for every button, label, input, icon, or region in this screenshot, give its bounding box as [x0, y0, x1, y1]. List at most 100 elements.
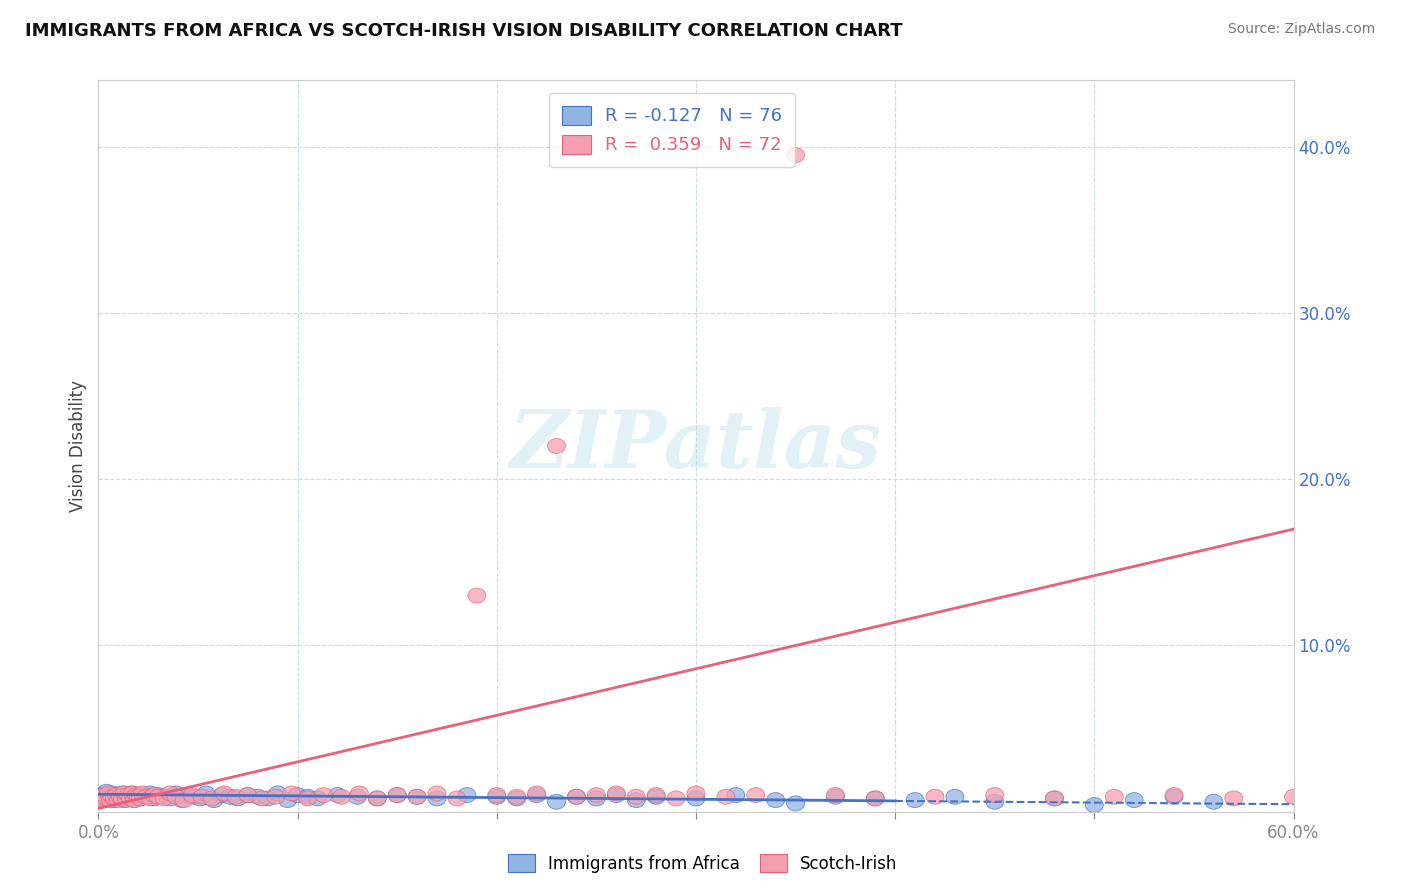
Ellipse shape [91, 791, 110, 805]
Ellipse shape [191, 791, 209, 805]
Ellipse shape [408, 789, 426, 805]
Ellipse shape [96, 788, 114, 803]
Ellipse shape [332, 789, 350, 805]
Ellipse shape [120, 788, 138, 803]
Ellipse shape [1046, 791, 1063, 805]
Ellipse shape [121, 791, 139, 805]
Ellipse shape [91, 789, 110, 805]
Ellipse shape [1046, 791, 1063, 805]
Ellipse shape [183, 788, 201, 803]
Ellipse shape [145, 788, 163, 803]
Ellipse shape [1105, 789, 1123, 805]
Ellipse shape [666, 791, 685, 805]
Ellipse shape [186, 789, 202, 805]
Ellipse shape [239, 788, 257, 803]
Ellipse shape [1205, 794, 1223, 809]
Ellipse shape [111, 789, 129, 805]
Ellipse shape [688, 791, 704, 805]
Ellipse shape [239, 788, 257, 803]
Ellipse shape [527, 786, 546, 801]
Ellipse shape [298, 791, 316, 805]
Ellipse shape [104, 786, 121, 801]
Legend: R = -0.127   N = 76, R =  0.359   N = 72: R = -0.127 N = 76, R = 0.359 N = 72 [550, 93, 794, 167]
Ellipse shape [229, 791, 247, 805]
Ellipse shape [627, 793, 645, 807]
Ellipse shape [508, 789, 526, 805]
Ellipse shape [547, 439, 565, 453]
Ellipse shape [283, 786, 301, 801]
Ellipse shape [1125, 793, 1143, 807]
Ellipse shape [986, 788, 1004, 803]
Ellipse shape [149, 789, 167, 805]
Ellipse shape [100, 789, 117, 805]
Ellipse shape [131, 791, 149, 805]
Ellipse shape [259, 791, 277, 805]
Ellipse shape [329, 788, 346, 803]
Ellipse shape [349, 789, 367, 805]
Ellipse shape [627, 789, 645, 805]
Ellipse shape [205, 793, 224, 807]
Ellipse shape [138, 789, 155, 805]
Ellipse shape [350, 786, 368, 801]
Ellipse shape [226, 789, 245, 805]
Ellipse shape [905, 793, 924, 807]
Ellipse shape [269, 786, 287, 801]
Ellipse shape [427, 791, 446, 805]
Ellipse shape [607, 786, 626, 801]
Ellipse shape [173, 793, 191, 807]
Ellipse shape [141, 791, 159, 805]
Legend: Immigrants from Africa, Scotch-Irish: Immigrants from Africa, Scotch-Irish [502, 847, 904, 880]
Ellipse shape [115, 786, 134, 801]
Ellipse shape [927, 789, 943, 805]
Ellipse shape [588, 788, 606, 803]
Ellipse shape [134, 788, 152, 803]
Ellipse shape [1285, 789, 1302, 805]
Ellipse shape [125, 793, 143, 807]
Ellipse shape [215, 786, 233, 801]
Ellipse shape [114, 786, 131, 801]
Ellipse shape [278, 793, 297, 807]
Ellipse shape [647, 788, 665, 803]
Ellipse shape [93, 788, 111, 803]
Ellipse shape [827, 788, 845, 803]
Ellipse shape [105, 791, 124, 805]
Ellipse shape [128, 788, 145, 803]
Ellipse shape [176, 793, 193, 807]
Ellipse shape [193, 789, 211, 805]
Ellipse shape [766, 793, 785, 807]
Ellipse shape [100, 786, 117, 801]
Ellipse shape [167, 786, 186, 801]
Ellipse shape [388, 788, 406, 803]
Ellipse shape [747, 788, 765, 803]
Ellipse shape [388, 788, 406, 803]
Ellipse shape [688, 786, 704, 801]
Ellipse shape [449, 791, 465, 805]
Ellipse shape [97, 791, 115, 805]
Ellipse shape [111, 791, 129, 805]
Ellipse shape [114, 791, 131, 805]
Ellipse shape [93, 793, 111, 807]
Ellipse shape [527, 788, 546, 803]
Ellipse shape [786, 147, 804, 162]
Text: ZIPatlas: ZIPatlas [510, 408, 882, 484]
Ellipse shape [1225, 791, 1243, 805]
Ellipse shape [488, 789, 506, 805]
Ellipse shape [547, 794, 565, 809]
Ellipse shape [488, 788, 506, 803]
Ellipse shape [179, 788, 197, 803]
Ellipse shape [138, 789, 155, 805]
Ellipse shape [128, 788, 145, 803]
Ellipse shape [162, 786, 179, 801]
Text: IMMIGRANTS FROM AFRICA VS SCOTCH-IRISH VISION DISABILITY CORRELATION CHART: IMMIGRANTS FROM AFRICA VS SCOTCH-IRISH V… [25, 22, 903, 40]
Ellipse shape [267, 789, 284, 805]
Ellipse shape [1085, 797, 1104, 813]
Ellipse shape [129, 789, 148, 805]
Ellipse shape [125, 793, 143, 807]
Ellipse shape [107, 788, 125, 803]
Ellipse shape [167, 789, 186, 805]
Ellipse shape [105, 793, 124, 807]
Ellipse shape [986, 794, 1004, 809]
Ellipse shape [866, 791, 884, 805]
Ellipse shape [368, 791, 387, 805]
Ellipse shape [97, 784, 115, 799]
